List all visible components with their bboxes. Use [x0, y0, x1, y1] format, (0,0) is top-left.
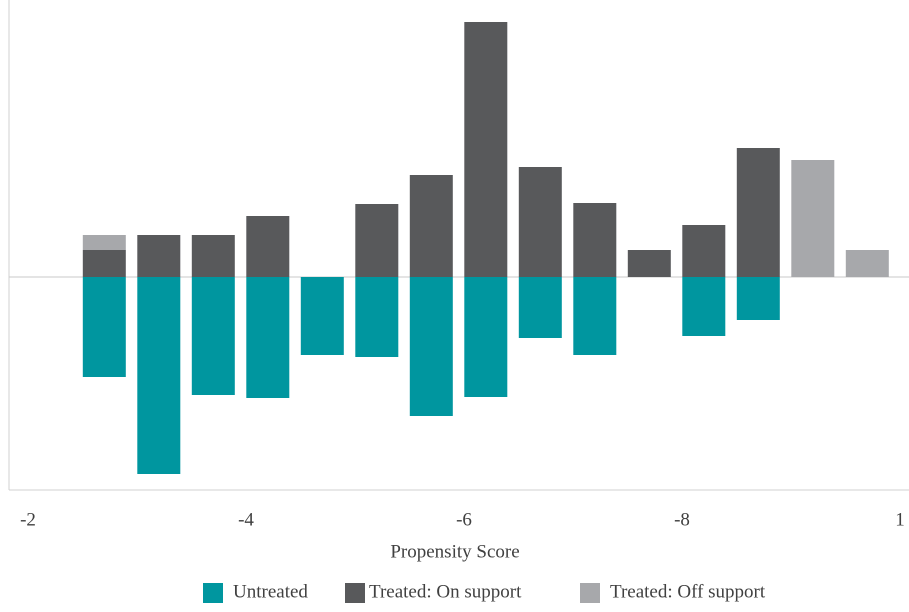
bar	[300, 277, 344, 355]
bar	[409, 175, 453, 277]
bar	[355, 204, 399, 277]
bar	[573, 277, 617, 355]
legend-label: Untreated	[233, 581, 308, 602]
bar	[137, 235, 181, 277]
x-tick-label: -8	[674, 509, 690, 530]
x-tick-label: -4	[238, 509, 254, 530]
x-tick-label: 1	[895, 509, 905, 530]
legend-swatch	[580, 583, 600, 603]
legend-label: Treated: Off support	[610, 581, 766, 602]
bar	[82, 250, 126, 277]
bar	[464, 22, 508, 277]
legend-swatch	[345, 583, 365, 603]
bar	[246, 277, 290, 398]
bar	[518, 277, 562, 338]
bar	[845, 250, 889, 277]
bar	[246, 216, 290, 277]
bar	[573, 203, 617, 277]
bar	[355, 277, 399, 357]
bar	[191, 277, 235, 395]
bar	[464, 277, 508, 397]
bar	[409, 277, 453, 416]
bar	[137, 277, 181, 474]
bar	[682, 225, 726, 277]
legend-swatch	[203, 583, 223, 603]
x-axis-title: Propensity Score	[390, 541, 519, 562]
bar	[518, 167, 562, 277]
bar	[82, 235, 126, 250]
bar	[627, 250, 671, 277]
x-tick-label: -6	[456, 509, 472, 530]
bar	[736, 277, 780, 320]
legend-label: Treated: On support	[369, 581, 522, 602]
bar	[191, 235, 235, 277]
x-tick-label: -2	[20, 509, 36, 530]
bar	[682, 277, 726, 336]
bar	[82, 277, 126, 377]
bar	[791, 160, 835, 277]
bar	[736, 148, 780, 277]
